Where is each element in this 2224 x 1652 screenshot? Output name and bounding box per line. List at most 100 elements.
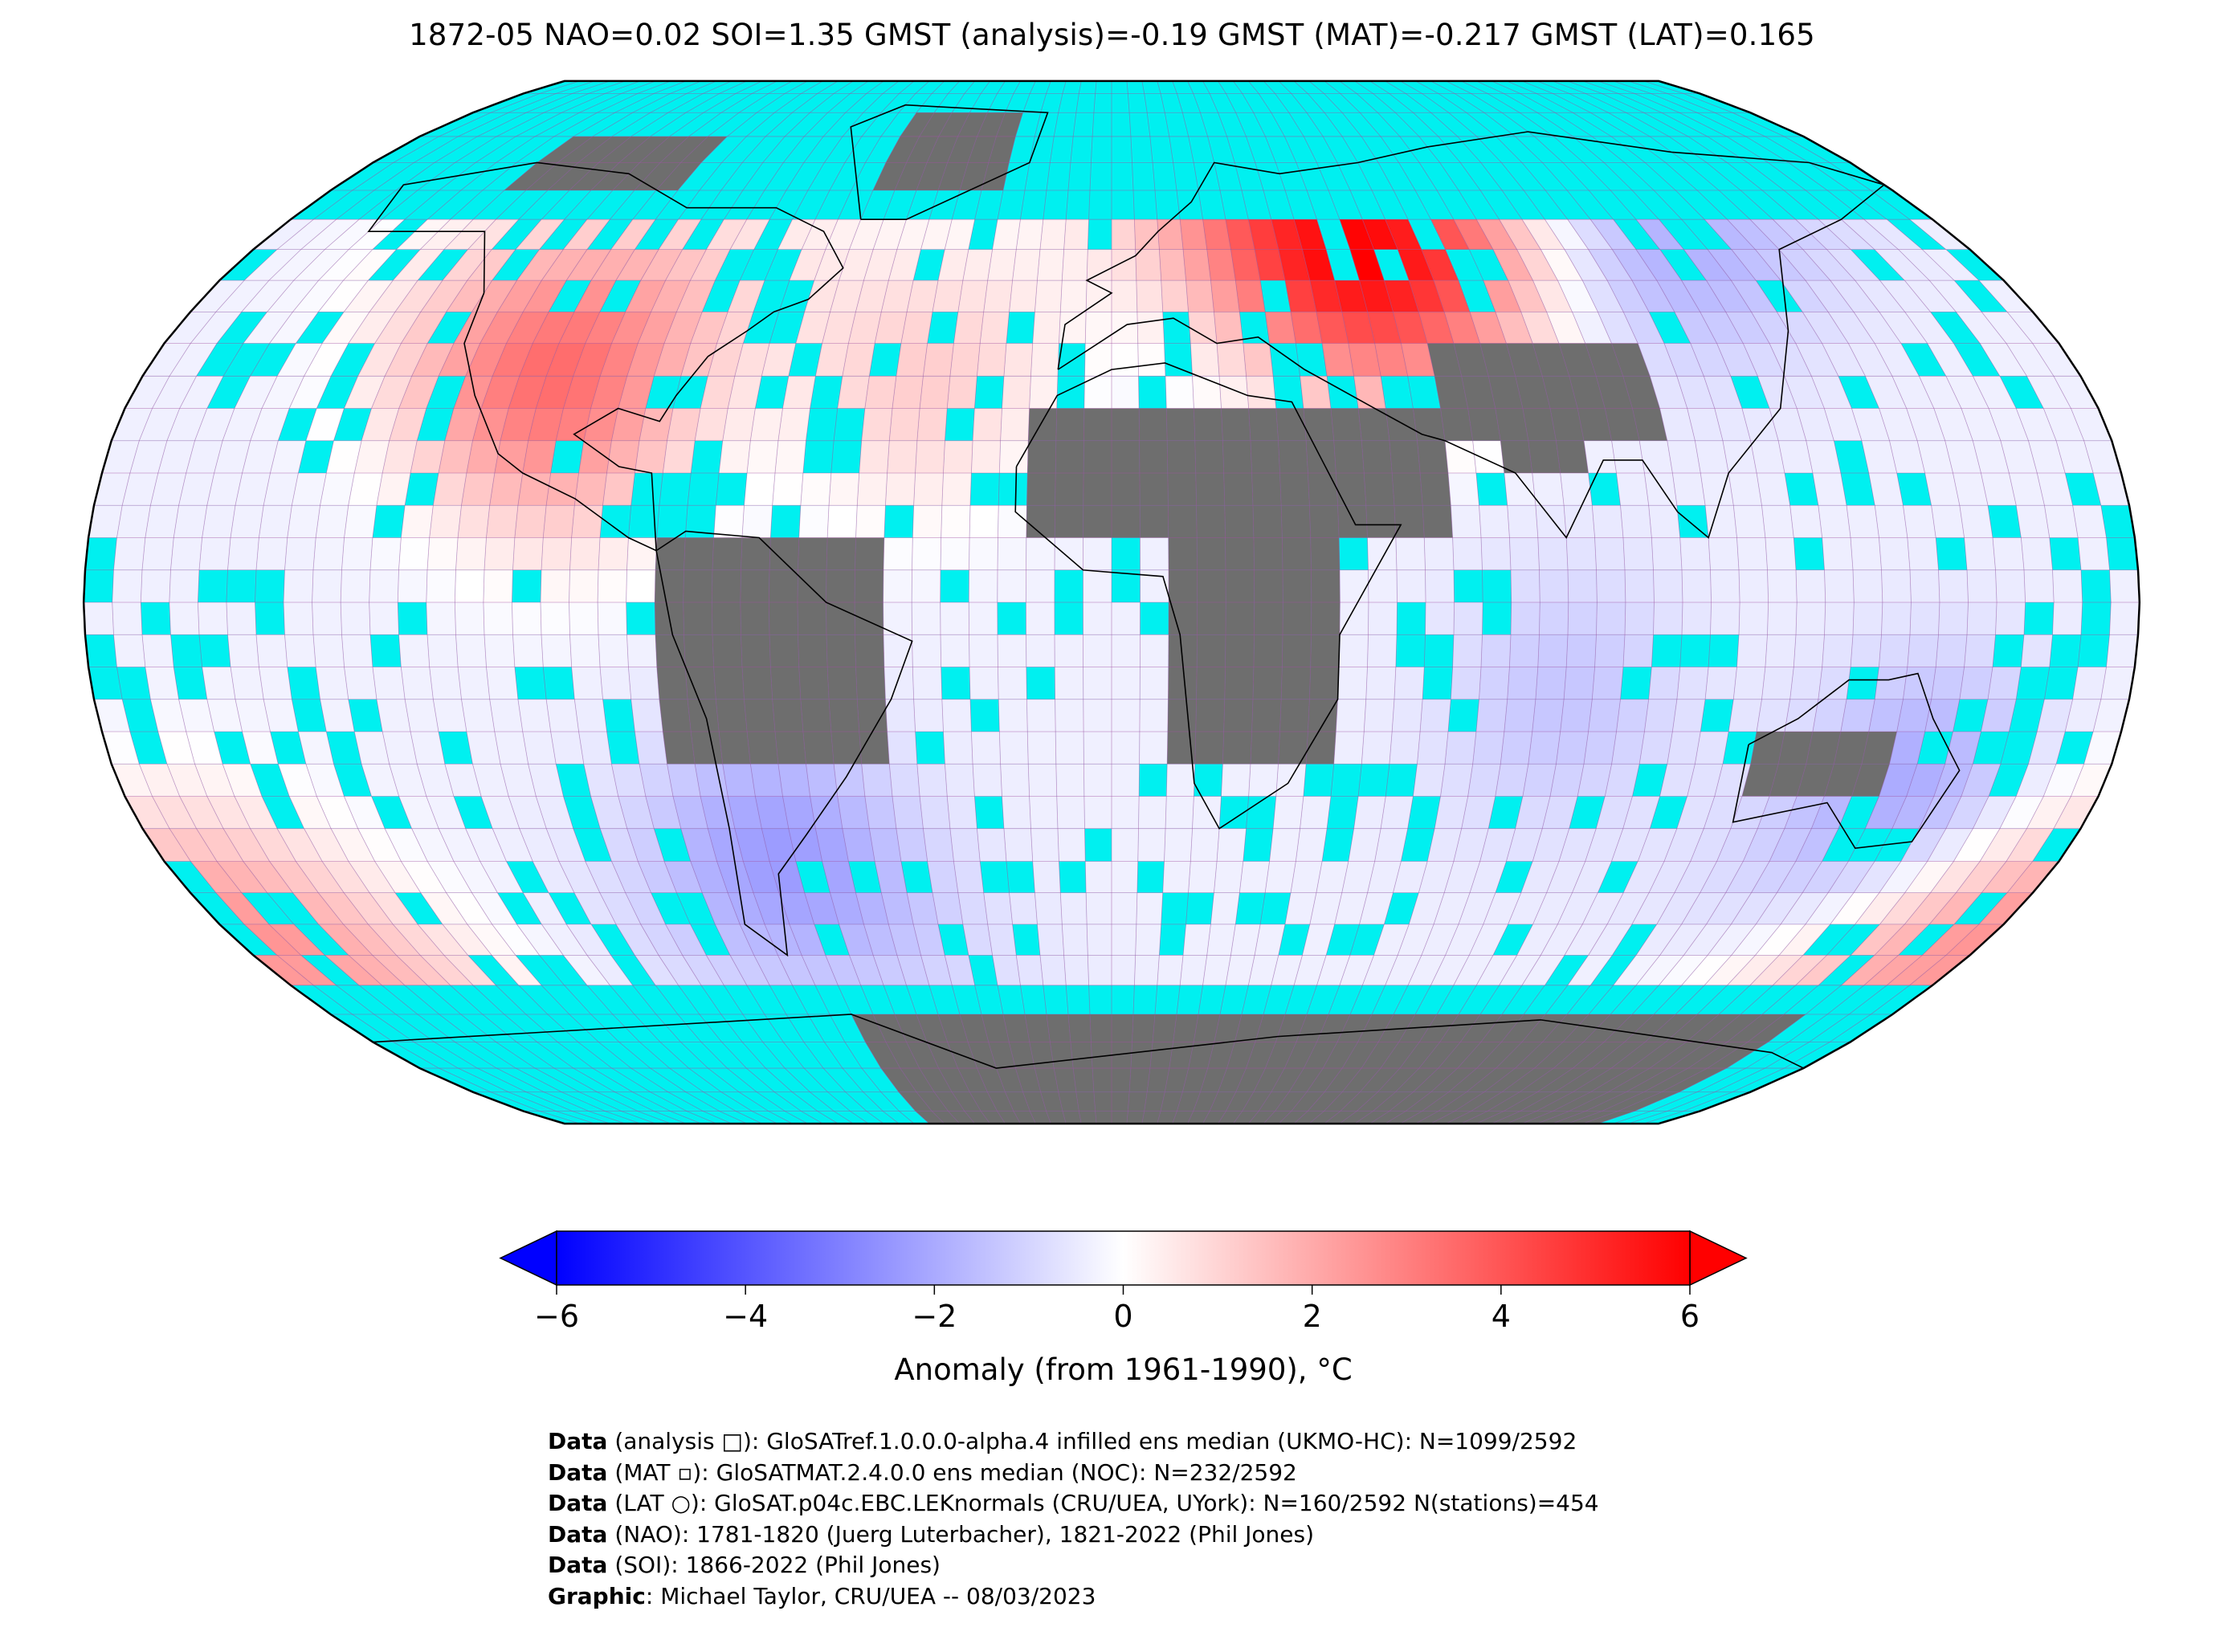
missing-cell (1504, 1091, 1556, 1112)
anomaly-cell (1029, 796, 1058, 829)
anomaly-cell (139, 764, 180, 797)
missing-cell (957, 112, 988, 137)
anomaly-cell (1112, 796, 1140, 829)
anomaly-cell (1611, 828, 1651, 862)
anomaly-cell (305, 764, 345, 797)
anomaly-cell (541, 924, 587, 956)
missing-cell (1834, 731, 1869, 765)
missing-cell (1515, 376, 1551, 409)
anomaly-cell (1797, 408, 1834, 441)
anomaly-cell (1861, 440, 1897, 474)
missing-cell (713, 667, 745, 700)
anomaly-cell (1851, 408, 1890, 441)
missing-cell (1144, 1091, 1165, 1112)
missing-cell (1223, 473, 1253, 506)
missing-cell (1542, 1014, 1589, 1042)
anomaly-cell (369, 569, 399, 602)
anomaly-cell (883, 537, 913, 570)
missing-cell (525, 162, 578, 191)
anomaly-cell (585, 861, 626, 893)
anomaly-cell (453, 376, 493, 409)
missing-cell (1434, 376, 1468, 409)
anomaly-cell (750, 764, 783, 797)
anomaly-cell (1112, 602, 1141, 635)
anomaly-cell (635, 955, 679, 985)
anomaly-cell (467, 219, 519, 250)
anomaly-cell (1364, 699, 1394, 732)
anomaly-cell (1445, 731, 1476, 765)
anomaly-cell (971, 731, 1001, 765)
missing-cell (1026, 505, 1055, 538)
missing-cell (947, 136, 977, 163)
anomaly-cell (331, 828, 375, 862)
anomaly-cell (1056, 796, 1085, 829)
anomaly-cell (945, 219, 975, 250)
anomaly-cell (385, 343, 428, 377)
missing-cell (1055, 408, 1084, 441)
missing-cell (1706, 1014, 1763, 1042)
anomaly-cell (1910, 569, 1940, 602)
anomaly-cell (1781, 280, 1829, 312)
missing-cell (1153, 1014, 1177, 1042)
anomaly-cell (708, 828, 744, 862)
anomaly-cell (112, 602, 142, 635)
anomaly-cell (481, 796, 520, 829)
anomaly-cell (1674, 861, 1717, 893)
anomaly-cell (1398, 924, 1434, 956)
anomaly-cell (769, 861, 805, 893)
anomaly-cell (1083, 376, 1112, 409)
missing-cell (1645, 1014, 1698, 1042)
anomaly-cell (1863, 955, 1923, 985)
missing-cell (504, 162, 558, 191)
anomaly-cell (1026, 569, 1055, 602)
anomaly-cell (270, 440, 306, 474)
anomaly-cell (2043, 764, 2084, 797)
anomaly-cell (1848, 343, 1892, 377)
anomaly-cell (186, 731, 223, 765)
missing-cell (1534, 1042, 1584, 1069)
anomaly-cell (1705, 505, 1737, 538)
anomaly-cell (471, 892, 517, 924)
anomaly-cell (1016, 219, 1043, 250)
anomaly-cell (444, 764, 482, 797)
anomaly-cell (695, 408, 728, 441)
missing-cell (826, 537, 856, 570)
anomaly-cell (206, 699, 243, 732)
missing-cell (1126, 1111, 1145, 1124)
anomaly-cell (943, 440, 973, 474)
anomaly-cell (157, 440, 195, 474)
anomaly-cell (1134, 955, 1160, 985)
anomaly-cell (1981, 312, 2033, 344)
missing-cell (1457, 1042, 1502, 1069)
anomaly-cell (573, 343, 612, 377)
anomaly-cell (541, 249, 587, 281)
anomaly-cell (344, 667, 377, 700)
anomaly-cell (1164, 828, 1193, 862)
anomaly-cell (2065, 699, 2101, 732)
anomaly-cell (1644, 699, 1677, 732)
missing-cell (1002, 1014, 1030, 1042)
anomaly-cell (222, 408, 263, 441)
missing-cell (557, 136, 612, 163)
anomaly-cell (1137, 828, 1166, 862)
missing-cell (1226, 569, 1255, 602)
anomaly-cell (170, 537, 202, 570)
anomaly-cell (1879, 634, 1911, 667)
anomaly-cell (343, 249, 397, 281)
missing-cell (1026, 473, 1056, 506)
missing-cell (1130, 1042, 1153, 1069)
missing-cell (1378, 1014, 1416, 1042)
anomaly-cell (541, 537, 572, 570)
missing-cell (1537, 1068, 1593, 1092)
anomaly-cell (512, 602, 541, 635)
anomaly-cell (1265, 312, 1296, 344)
anomaly-cell (1879, 312, 1928, 344)
missing-cell (1046, 1014, 1071, 1042)
anomaly-cell (198, 602, 228, 635)
missing-cell (1413, 408, 1446, 441)
anomaly-cell (1217, 828, 1247, 862)
missing-cell (1253, 634, 1283, 667)
anomaly-cell (1596, 796, 1633, 829)
anomaly-cell (638, 861, 677, 893)
anomaly-cell (651, 280, 691, 312)
